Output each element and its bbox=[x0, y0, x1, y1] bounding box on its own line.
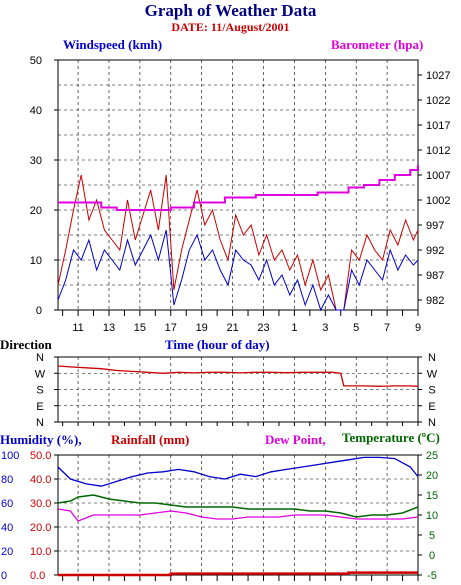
humidity-axis-title: Humidity (%), bbox=[0, 432, 82, 447]
wind-ytick-label: 0 bbox=[36, 305, 42, 317]
baro-ytick-label: 992 bbox=[426, 245, 444, 257]
dewpoint-line bbox=[57, 508, 419, 522]
time-tick-label: 11 bbox=[72, 322, 83, 334]
dir-ytick-label-right: S bbox=[428, 385, 435, 397]
temp-ytick-label: 5 bbox=[429, 530, 435, 542]
rain-ytick-label: 20.0 bbox=[30, 522, 51, 534]
windspeed-line bbox=[57, 229, 419, 312]
rain-ytick-label: 10.0 bbox=[30, 546, 51, 558]
dir-ytick-label-left: N bbox=[36, 352, 44, 364]
time-tick-label: 5 bbox=[353, 322, 359, 334]
baro-ytick-label: 1027 bbox=[426, 70, 450, 82]
rainfall-line bbox=[58, 571, 418, 577]
dir-ytick-label-left: S bbox=[36, 385, 43, 397]
barometer-line bbox=[58, 165, 419, 211]
wind-ytick-label: 10 bbox=[30, 255, 42, 267]
wind-ytick-label: 50 bbox=[30, 55, 42, 67]
time-tick-label: 15 bbox=[134, 322, 146, 334]
baro-ytick-label: 987 bbox=[426, 270, 444, 282]
hum-ytick-label: 0 bbox=[1, 570, 7, 582]
time-tick-label: 19 bbox=[196, 322, 208, 334]
hum-ytick-label: 100 bbox=[1, 450, 19, 462]
rain-ytick-label: 40.0 bbox=[30, 474, 51, 486]
baro-ytick-label: 997 bbox=[426, 220, 444, 232]
temp-ytick-label: -5 bbox=[427, 570, 437, 582]
dir-ytick-label-left: N bbox=[36, 417, 44, 429]
time-tick-label: 9 bbox=[415, 322, 421, 334]
dir-ytick-label-left: W bbox=[35, 368, 46, 380]
windspeed-axis-title: Windspeed (kmh) bbox=[63, 37, 163, 52]
baro-ytick-label: 1002 bbox=[426, 195, 450, 207]
baro-ytick-label: 1017 bbox=[426, 120, 450, 132]
baro-ytick-label: 1012 bbox=[426, 145, 450, 157]
rain-ytick-label: 50.0 bbox=[30, 450, 51, 462]
dir-ytick-label-right: E bbox=[428, 401, 435, 413]
time-tick-label: 23 bbox=[257, 322, 269, 334]
wind-gust-line bbox=[57, 174, 419, 311]
rain-ytick-label: 0.0 bbox=[30, 570, 45, 582]
rainfall-axis-title: Rainfall (mm) bbox=[111, 432, 190, 447]
dewpoint-axis-title: Dew Point, bbox=[265, 432, 326, 447]
direction-axis-title: Direction bbox=[0, 337, 52, 352]
wind-ytick-label: 40 bbox=[30, 105, 42, 117]
humidity-line bbox=[57, 456, 419, 487]
baro-ytick-label: 1007 bbox=[426, 170, 450, 182]
time-tick-label: 1 bbox=[291, 322, 297, 334]
dir-ytick-label-right: N bbox=[428, 352, 436, 364]
time-tick-label: 13 bbox=[103, 322, 115, 334]
rain-ytick-label: 30.0 bbox=[30, 498, 51, 510]
dir-ytick-label-left: E bbox=[36, 401, 43, 413]
hum-ytick-label: 20 bbox=[1, 546, 13, 558]
hum-ytick-label: 40 bbox=[1, 522, 13, 534]
baro-ytick-label: 982 bbox=[426, 295, 444, 307]
dir-ytick-label-right: N bbox=[428, 417, 436, 429]
barometer-axis-title: Barometer (hpa) bbox=[331, 37, 424, 52]
direction-line bbox=[57, 365, 419, 387]
hum-ytick-label: 60 bbox=[1, 498, 13, 510]
time-tick-label: 21 bbox=[226, 322, 238, 334]
temp-ytick-label: 20 bbox=[426, 470, 438, 482]
temperature-line bbox=[57, 494, 419, 518]
time-tick-label: 7 bbox=[384, 322, 390, 334]
wind-ytick-label: 30 bbox=[30, 155, 42, 167]
temp-ytick-label: 15 bbox=[426, 490, 438, 502]
hum-ytick-label: 80 bbox=[1, 474, 13, 486]
time-tick-label: 3 bbox=[322, 322, 328, 334]
baro-ytick-label: 1022 bbox=[426, 95, 450, 107]
date-label: DATE: 11/August/2001 bbox=[171, 20, 290, 34]
temp-ytick-label: 0 bbox=[429, 550, 435, 562]
time-axis-title: Time (hour of day) bbox=[165, 337, 270, 352]
temp-ytick-label: 25 bbox=[426, 450, 438, 462]
page-title: Graph of Weather Data bbox=[144, 1, 317, 20]
temperature-axis-title: Temperature (ºC) bbox=[342, 430, 440, 445]
temp-ytick-label: 10 bbox=[426, 510, 438, 522]
wind-ytick-label: 20 bbox=[30, 205, 42, 217]
dir-ytick-label-right: W bbox=[427, 368, 438, 380]
time-tick-label: 17 bbox=[165, 322, 177, 334]
